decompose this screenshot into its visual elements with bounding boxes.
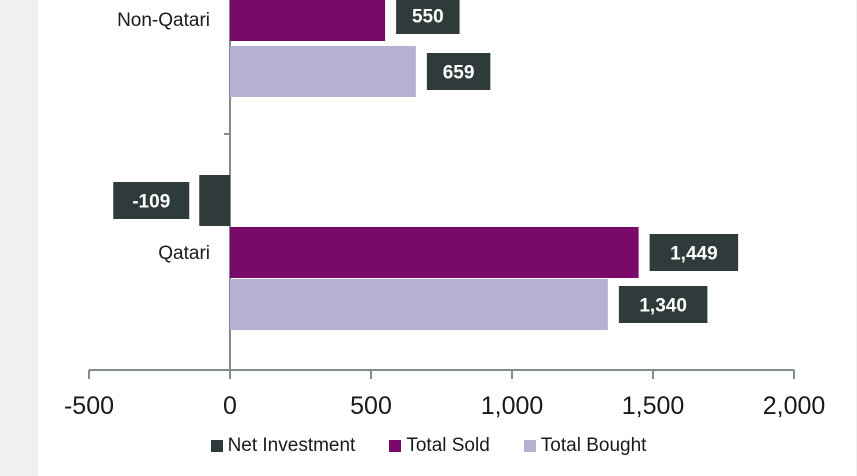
bar-qatari-net-investment — [199, 175, 230, 226]
bar-qatari-total-sold — [230, 227, 639, 278]
x-tick-label-500: 500 — [350, 392, 392, 420]
legend-swatch-total-sold — [389, 440, 402, 452]
legend-swatch-net-investment — [210, 440, 223, 452]
bar-non-qatari-total-sold — [230, 0, 386, 41]
x-tick-label-500: -500 — [64, 392, 114, 420]
x-tick-label-1-000: 1,000 — [481, 392, 544, 420]
data-label-qatari-total-bought: 1,340 — [639, 296, 687, 317]
legend-label-net-investment: Net Investment — [227, 435, 356, 456]
data-label-box-qatari-total-bought — [618, 286, 708, 323]
data-label-qatari-total-sold: 1,449 — [670, 244, 718, 265]
data-label-box-qatari-total-sold — [649, 234, 739, 271]
legend-label-total-bought: Total Bought — [540, 435, 647, 456]
x-tick-label-0: 0 — [223, 392, 237, 420]
data-label-non-qatari-total-sold: 550 — [412, 7, 444, 28]
legend-item-total-sold: Total Sold — [389, 435, 490, 457]
legend-item-net-investment: Net Investment — [210, 435, 356, 457]
category-label-non-qatari: Non-Qatari — [117, 10, 210, 31]
x-tick-label-2-000: 2,000 — [763, 392, 826, 420]
data-label-box-qatari-net-investment — [113, 182, 190, 219]
legend-label-total-sold: Total Sold — [406, 435, 490, 456]
x-tick-label-1-500: 1,500 — [622, 392, 685, 420]
legend: Net Investment Total Sold Total Bought — [0, 435, 857, 457]
bar-qatari-total-bought — [230, 279, 608, 330]
legend-item-total-bought: Total Bought — [523, 435, 647, 457]
data-label-box-non-qatari-total-bought — [426, 53, 491, 90]
category-label-qatari: Qatari — [158, 243, 210, 264]
data-label-non-qatari-total-bought: 659 — [443, 63, 475, 84]
data-label-box-non-qatari-total-sold — [396, 0, 460, 34]
bar-non-qatari-total-bought — [230, 46, 416, 97]
data-label-qatari-net-investment: -109 — [132, 192, 170, 213]
legend-swatch-total-bought — [523, 440, 536, 452]
